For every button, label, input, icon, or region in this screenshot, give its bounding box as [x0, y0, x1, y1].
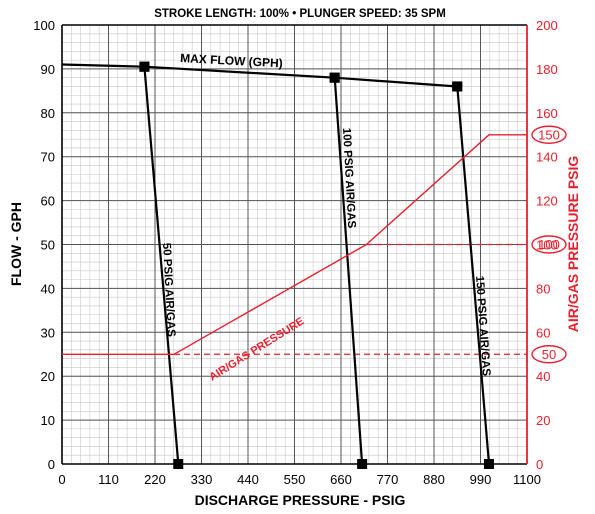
y-tick-label: 10 [41, 413, 55, 428]
series-line-150-psig-air-gas [456, 86, 491, 465]
y2-tick-labels: 0 20 40 60 80 100 120 140 160 180 200 [536, 18, 558, 472]
x-tick-label: 990 [470, 472, 492, 487]
x-tick-label: 880 [423, 472, 445, 487]
callout-label: 150 [538, 127, 560, 142]
series-line-air-gas-pressure [62, 134, 527, 355]
y2-tick-label: 100 [536, 238, 558, 253]
y2-tick-label: 180 [536, 62, 558, 77]
series-line-100-psig-air-gas [333, 77, 364, 465]
callout-oval [531, 235, 567, 254]
y2-tick-label: 40 [536, 369, 550, 384]
callout-label: 100 [538, 237, 560, 252]
y-tick-label: 0 [48, 457, 55, 472]
y2-tick-label: 0 [536, 457, 543, 472]
y-tick-label: 40 [41, 281, 55, 296]
series-label: AIR/GAS PRESSURE [207, 315, 306, 383]
y-tick-label: 50 [41, 238, 55, 253]
x-tick-label: 660 [330, 472, 352, 487]
series-label: MAX FLOW (GPH) [180, 51, 283, 70]
x-tick-label: 110 [98, 472, 119, 487]
x-tick-labels: 0 110 220 330 440 550 660 770 880 990 1100 [58, 472, 541, 487]
series-line-max-flow-gph [61, 63, 458, 88]
y2-tick-label: 20 [536, 413, 550, 428]
data-point-marker [173, 459, 184, 469]
y2-tick-label: 60 [536, 325, 550, 340]
callout-label: 50 [542, 347, 556, 362]
y-tick-label: 70 [41, 150, 55, 165]
x-tick-label: 330 [191, 472, 213, 487]
y2-tick-label: 140 [536, 150, 558, 165]
callout-oval [531, 125, 567, 144]
data-point-marker [139, 61, 150, 72]
x-tick-label: 0 [58, 472, 65, 487]
y2-tick-label: 120 [536, 194, 558, 209]
y-axis-label: FLOW - GPH [8, 202, 24, 286]
data-point-marker [329, 72, 340, 83]
x-axis-label: DISCHARGE PRESSURE - PSIG [195, 492, 406, 508]
series-label: 150 PSIG AIR/GAS [473, 275, 492, 376]
marker-layer [139, 61, 494, 469]
data-point-marker [452, 81, 463, 92]
chart-title: STROKE LENGTH: 100% • PLUNGER SPEED: 35 … [154, 8, 446, 20]
y-tick-label: 100 [33, 18, 55, 33]
y2-tick-label: 200 [536, 18, 558, 33]
callout-layer: 150 100 50 [531, 125, 567, 364]
y-tick-label: 30 [41, 325, 55, 340]
x-tick-label: 1100 [513, 472, 541, 487]
reference-lines [174, 243, 527, 355]
y-tick-labels: 0 10 20 30 40 50 60 70 80 90 100 [33, 18, 55, 472]
series-label: 50 PSIG AIR/GAS [160, 243, 177, 338]
data-point-marker [357, 459, 368, 469]
y-tick-label: 90 [41, 62, 55, 77]
series-layer [61, 63, 527, 465]
y-tick-label: 60 [41, 194, 55, 209]
y2-tick-label: 80 [536, 281, 550, 296]
x-tick-label: 770 [377, 472, 399, 487]
y-tick-label: 20 [41, 369, 55, 384]
y2-axis-label: AIR/GAS PRESSURE PSIG [565, 156, 581, 333]
y2-tick-label: 160 [536, 106, 558, 121]
x-tick-label: 550 [284, 472, 306, 487]
series-label: 100 PSIG AIR/GAS [340, 128, 357, 229]
callout-oval [531, 345, 567, 364]
y-tick-label: 80 [41, 106, 55, 121]
data-point-marker [483, 459, 494, 469]
x-tick-label: 220 [144, 472, 166, 487]
series-line-50-psig-air-gas [143, 66, 180, 465]
x-tick-label: 440 [237, 472, 259, 487]
